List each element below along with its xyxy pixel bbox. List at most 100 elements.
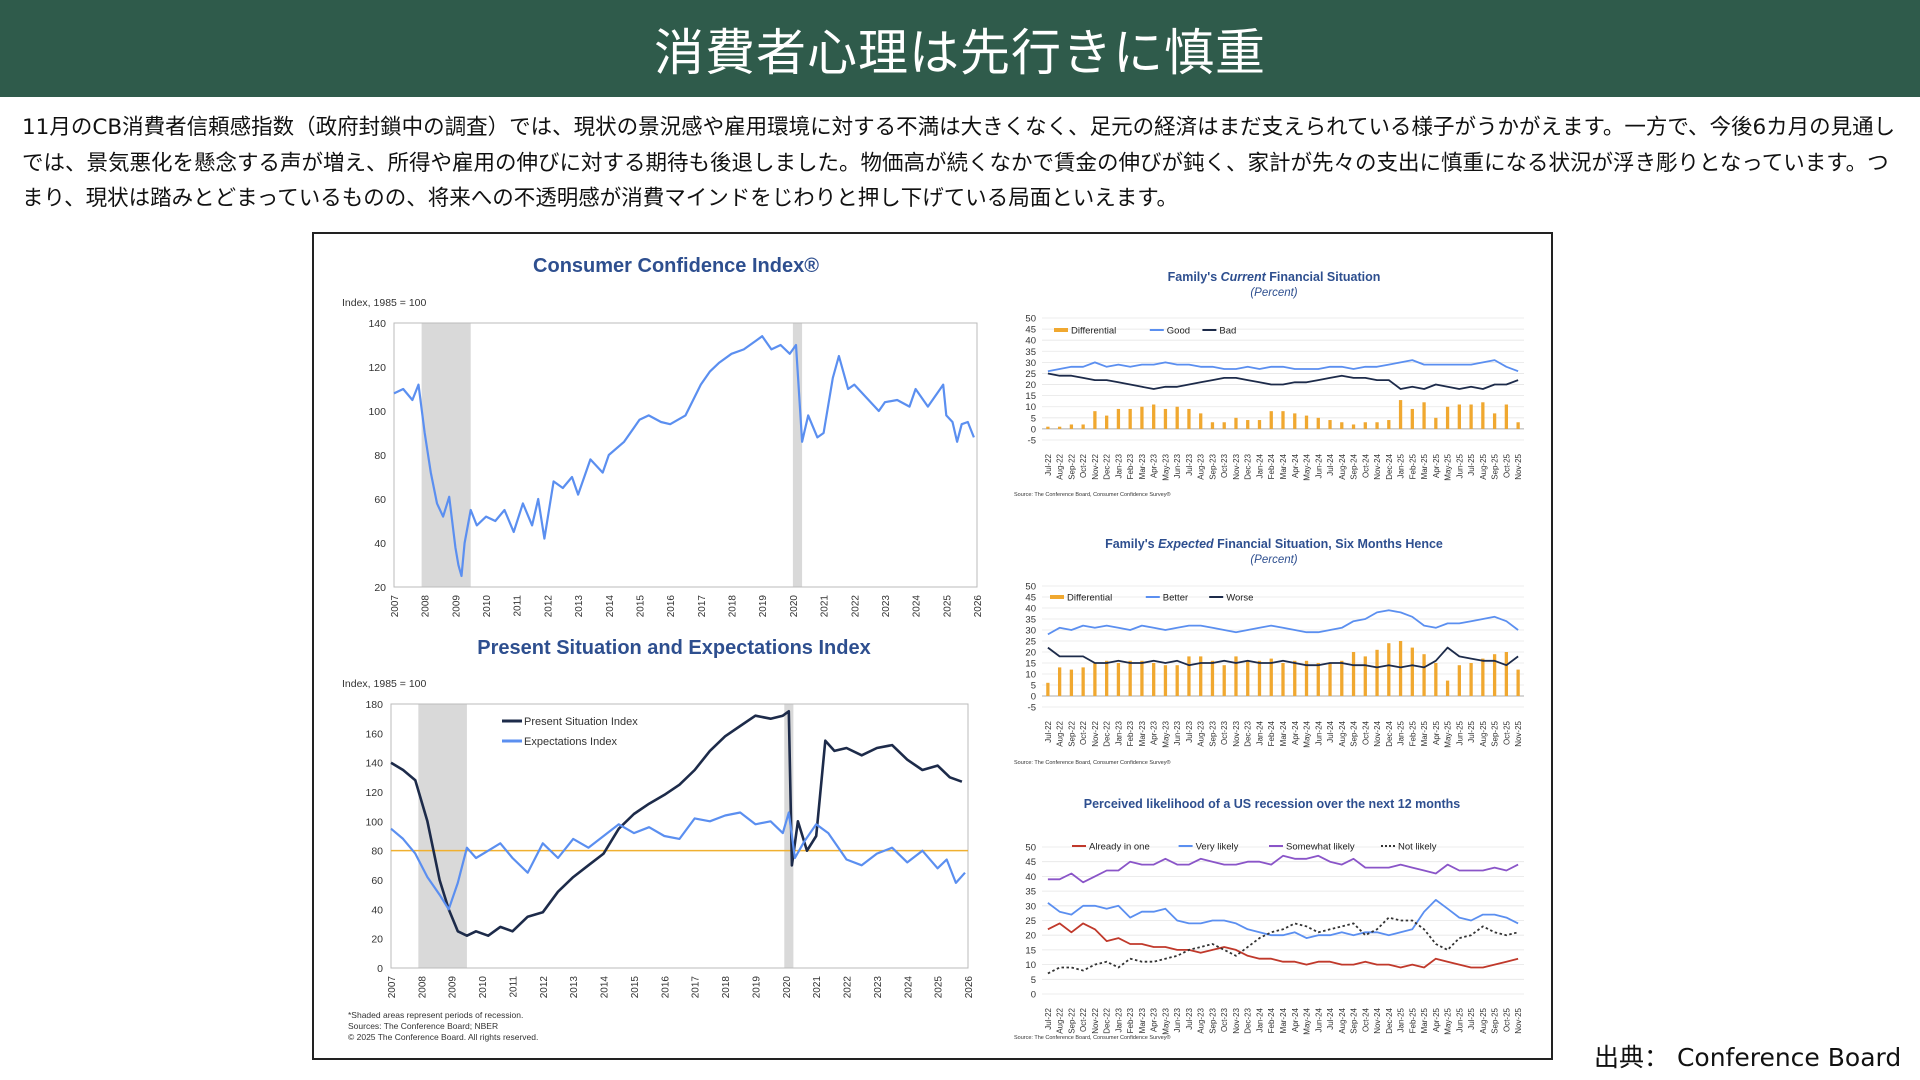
bar-differential	[1492, 413, 1497, 429]
y-tick-label: 5	[1031, 975, 1036, 986]
x-tick-label: Jan-24	[1255, 453, 1264, 478]
y-tick-label: 60	[374, 494, 386, 506]
x-tick-label: Sep-22	[1067, 1007, 1076, 1033]
x-tick-label: Feb-23	[1126, 720, 1135, 746]
series-line-0	[393, 335, 975, 578]
bar-differential	[1269, 411, 1273, 429]
y-tick-label: 100	[368, 406, 386, 418]
x-tick-label: Jul-24	[1326, 1007, 1335, 1029]
y-tick-label: 10	[1025, 670, 1036, 681]
x-tick-label: 2013	[569, 976, 580, 999]
y-tick-label: -5	[1028, 436, 1036, 447]
x-tick-label: Jul-23	[1185, 1007, 1194, 1029]
series-line-good	[1047, 359, 1519, 373]
chart-subtitle: (Percent)	[1250, 287, 1297, 299]
bar-differential	[1116, 663, 1121, 696]
bar-differential	[1222, 665, 1226, 696]
x-tick-label: 2018	[728, 595, 739, 618]
bar-differential	[1187, 408, 1191, 429]
x-tick-label: Aug-22	[1056, 720, 1065, 746]
bar-differential	[1210, 422, 1215, 429]
x-tick-label: Aug-24	[1338, 453, 1347, 479]
chart-psei: Present Situation and Expectations Index…	[342, 637, 975, 1042]
bar-differential	[1492, 654, 1497, 696]
chart-recession: Perceived likelihood of a US recession o…	[1014, 797, 1524, 1041]
x-tick-label: Oct-23	[1220, 1007, 1229, 1032]
x-tick-label: Sep-22	[1067, 453, 1076, 479]
bar-differential	[1410, 647, 1414, 696]
bar-differential	[1304, 660, 1309, 696]
y-tick-label: 15	[1025, 945, 1036, 956]
bar-differential	[1046, 682, 1050, 696]
bar-differential	[1057, 426, 1062, 429]
x-tick-label: Mar-25	[1420, 1007, 1429, 1033]
x-tick-label: 2011	[513, 595, 524, 617]
x-tick-label: Oct-25	[1502, 720, 1511, 745]
source-credit: 出典： Conference Board	[1594, 1043, 1902, 1072]
chart-source: Source: The Conference Board, Consumer C…	[1014, 759, 1171, 766]
bar-differential	[1387, 643, 1391, 696]
x-tick-label: Dec-22	[1103, 1007, 1112, 1033]
y-tick-label: 15	[1025, 659, 1036, 670]
x-tick-label: 2026	[973, 595, 984, 618]
x-tick-label: 2022	[850, 595, 861, 618]
x-tick-label: Jun-25	[1455, 1007, 1464, 1032]
x-tick-label: Oct-25	[1502, 453, 1511, 478]
chart-current: Family's Current Financial Situation (Per…	[1014, 270, 1524, 498]
x-tick-label: Aug-23	[1197, 1007, 1206, 1033]
x-tick-label: May-23	[1161, 453, 1170, 480]
x-tick-label: 2024	[912, 595, 923, 618]
y-tick-label: 20	[1025, 380, 1036, 391]
bar-differential	[1234, 656, 1238, 696]
bar-differential	[1187, 656, 1191, 696]
y-tick-label: 45	[1025, 593, 1036, 604]
x-tick-label: 2010	[482, 595, 493, 618]
x-tick-label: Aug-24	[1338, 720, 1347, 746]
x-tick-label: Nov-22	[1091, 720, 1100, 746]
x-tick-label: 2014	[600, 976, 611, 999]
bar-differential	[1504, 404, 1509, 429]
x-tick-label: Jul-25	[1467, 453, 1476, 475]
y-tick-label: 100	[365, 816, 383, 828]
y-tick-label: 25	[1025, 369, 1036, 380]
y-tick-label: 5	[1031, 413, 1036, 424]
x-tick-label: Mar-24	[1279, 453, 1288, 479]
bar-differential	[1504, 652, 1509, 696]
x-tick-label: Aug-25	[1479, 1007, 1488, 1033]
x-tick-label: Sep-24	[1350, 453, 1359, 479]
y-tick-label: 120	[365, 787, 383, 799]
bar-differential	[1316, 663, 1320, 696]
bar-differential	[1328, 420, 1332, 429]
bar-differential	[1469, 663, 1473, 696]
bar-differential	[1093, 663, 1097, 696]
bar-differential	[1210, 660, 1215, 696]
y-tick-label: 0	[1031, 424, 1036, 435]
x-tick-label: 2021	[820, 595, 831, 618]
bar-differential	[1340, 660, 1344, 696]
legend-label: Worse	[1226, 593, 1253, 604]
bar-differential	[1222, 422, 1226, 429]
bar-differential	[1246, 420, 1250, 429]
bar-differential	[1257, 420, 1262, 429]
x-tick-label: Jul-22	[1044, 720, 1053, 742]
legend-label: Differential	[1071, 326, 1116, 337]
bar-differential	[1069, 424, 1074, 429]
bar-differential	[1293, 660, 1297, 696]
bar-differential	[1375, 649, 1379, 696]
x-tick-label: Dec-24	[1385, 1007, 1394, 1033]
x-tick-label: Nov-25	[1514, 720, 1523, 746]
y-tick-label: 50	[1025, 314, 1036, 325]
series-line-better	[1047, 609, 1519, 636]
bar-differential	[1351, 424, 1356, 429]
y-tick-label: 40	[371, 904, 383, 916]
bar-differential	[1269, 658, 1273, 696]
x-tick-label: Oct-23	[1220, 720, 1229, 745]
series-line-worse	[1047, 646, 1519, 669]
x-tick-label: 2018	[721, 976, 732, 999]
x-tick-label: Jan-25	[1397, 720, 1406, 745]
y-tick-label: 25	[1025, 916, 1036, 927]
legend-label: Already in one	[1089, 842, 1150, 853]
bar-differential	[1163, 665, 1168, 696]
series-line-not-likely	[1047, 916, 1519, 975]
x-tick-label: Jun-23	[1173, 1007, 1182, 1032]
